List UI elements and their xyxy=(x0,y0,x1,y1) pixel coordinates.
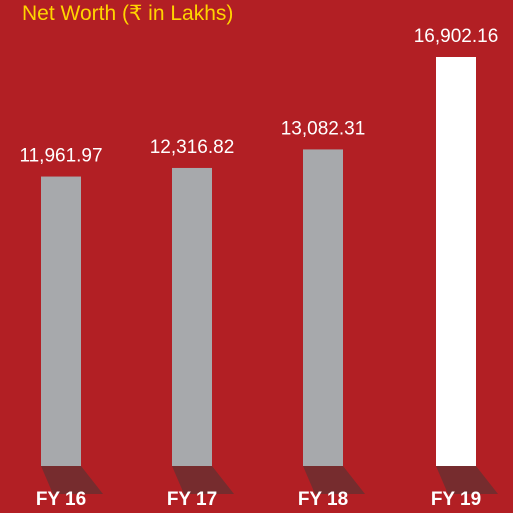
chart-title: Net Worth (₹ in Lakhs) xyxy=(22,2,233,25)
value-label: 16,902.16 xyxy=(414,26,499,47)
x-tick-label: FY 18 xyxy=(298,489,348,510)
bar xyxy=(172,167,212,466)
bar xyxy=(41,176,81,467)
x-tick-label: FY 19 xyxy=(431,489,481,510)
bar-shadow xyxy=(303,466,365,494)
bar xyxy=(436,57,476,466)
bar-shadow xyxy=(436,466,498,494)
bar-shadow xyxy=(172,466,234,494)
value-label: 11,961.97 xyxy=(19,146,102,167)
bar xyxy=(303,149,343,466)
bar-shadow xyxy=(41,466,103,494)
value-label: 13,082.31 xyxy=(281,118,366,139)
value-label: 12,316.82 xyxy=(150,137,235,158)
x-tick-label: FY 16 xyxy=(36,489,86,510)
x-tick-label: FY 17 xyxy=(167,489,217,510)
